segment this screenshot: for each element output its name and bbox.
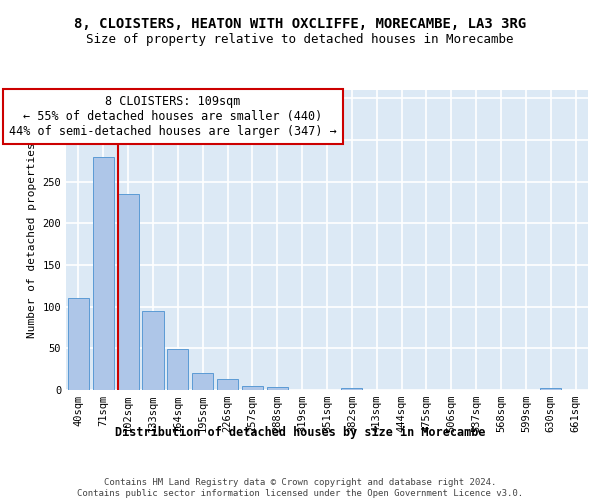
Bar — [540, 388, 561, 390]
Text: 8 CLOISTERS: 109sqm
← 55% of detached houses are smaller (440)
44% of semi-detac: 8 CLOISTERS: 109sqm ← 55% of detached ho… — [9, 95, 337, 138]
Text: Distribution of detached houses by size in Morecambe: Distribution of detached houses by size … — [115, 426, 485, 439]
Bar — [341, 388, 362, 390]
Text: Contains HM Land Registry data © Crown copyright and database right 2024.
Contai: Contains HM Land Registry data © Crown c… — [77, 478, 523, 498]
Bar — [167, 349, 188, 390]
Bar — [118, 194, 139, 390]
Text: 8, CLOISTERS, HEATON WITH OXCLIFFE, MORECAMBE, LA3 3RG: 8, CLOISTERS, HEATON WITH OXCLIFFE, MORE… — [74, 18, 526, 32]
Bar — [192, 374, 213, 390]
Y-axis label: Number of detached properties: Number of detached properties — [27, 142, 37, 338]
Bar — [242, 386, 263, 390]
Bar — [267, 386, 288, 390]
Bar — [217, 379, 238, 390]
Text: Size of property relative to detached houses in Morecambe: Size of property relative to detached ho… — [86, 32, 514, 46]
Bar — [68, 298, 89, 390]
Bar — [142, 311, 164, 390]
Bar — [93, 156, 114, 390]
